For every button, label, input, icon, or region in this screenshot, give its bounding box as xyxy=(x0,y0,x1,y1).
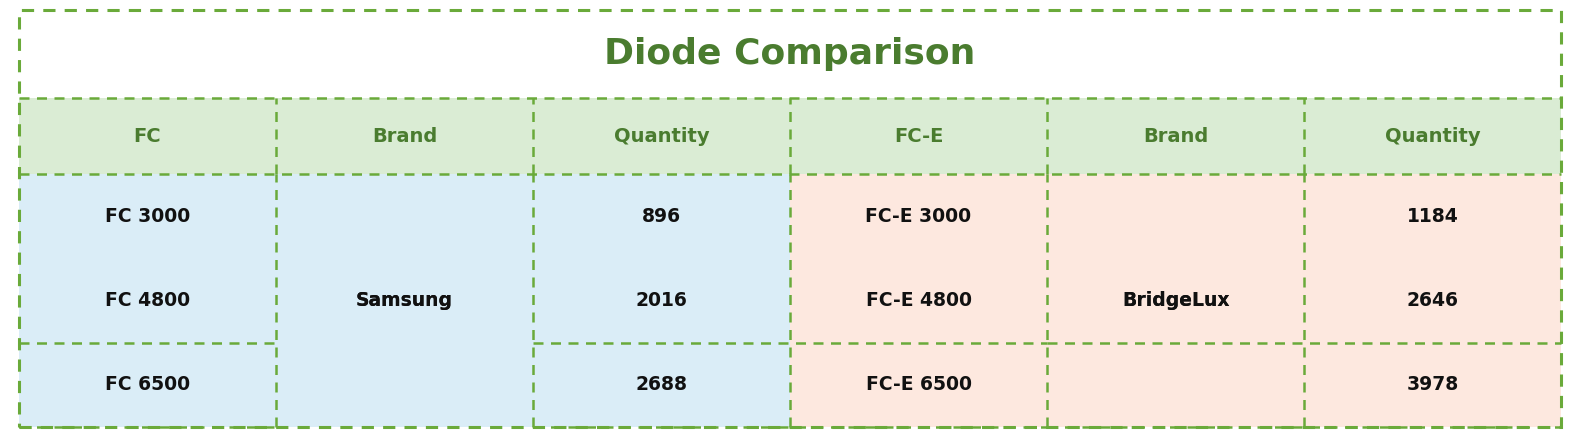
Text: FC-E: FC-E xyxy=(894,127,943,146)
Bar xyxy=(19,10,1561,98)
Text: FC-E 4800: FC-E 4800 xyxy=(866,291,972,310)
Text: 2646: 2646 xyxy=(1406,291,1458,310)
Text: Brand: Brand xyxy=(1142,127,1209,146)
Text: FC-E 6500: FC-E 6500 xyxy=(866,375,972,394)
Text: FC 4800: FC 4800 xyxy=(104,291,190,310)
Text: Samsung: Samsung xyxy=(356,291,453,310)
Text: FC-E 3000: FC-E 3000 xyxy=(866,207,972,226)
Bar xyxy=(790,174,1561,258)
Bar xyxy=(790,258,1561,343)
Text: 3978: 3978 xyxy=(1406,375,1458,394)
Text: FC 3000: FC 3000 xyxy=(104,207,190,226)
Bar xyxy=(19,98,1561,174)
Text: Samsung: Samsung xyxy=(356,291,453,310)
Text: Diode Comparison: Diode Comparison xyxy=(604,37,976,71)
Text: Quantity: Quantity xyxy=(1384,127,1480,146)
Text: BridgeLux: BridgeLux xyxy=(1122,291,1229,310)
Text: 1184: 1184 xyxy=(1406,207,1458,226)
Text: FC 6500: FC 6500 xyxy=(104,375,190,394)
Text: 2688: 2688 xyxy=(635,375,687,394)
Bar xyxy=(19,258,790,343)
Bar xyxy=(19,343,790,427)
Text: 896: 896 xyxy=(641,207,681,226)
Text: FC: FC xyxy=(134,127,161,146)
Text: BridgeLux: BridgeLux xyxy=(1122,291,1229,310)
Bar xyxy=(790,343,1561,427)
Bar xyxy=(19,174,790,258)
Text: Brand: Brand xyxy=(371,127,438,146)
Text: 2016: 2016 xyxy=(635,291,687,310)
Text: Quantity: Quantity xyxy=(613,127,709,146)
